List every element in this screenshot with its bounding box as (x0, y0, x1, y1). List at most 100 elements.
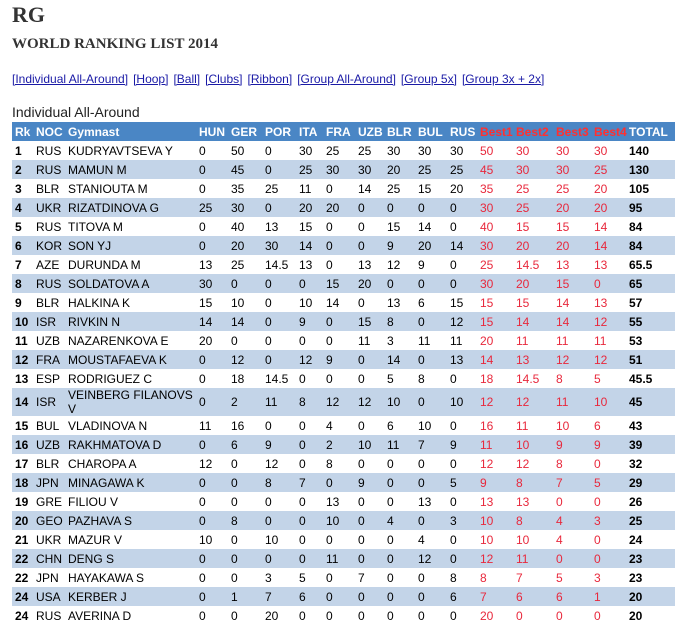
table-cell: 11 (516, 333, 529, 348)
table-cell: 1 (231, 589, 238, 604)
table-cell: 0 (326, 238, 333, 253)
table-cell: 0 (358, 608, 365, 623)
table-cell: 40 (480, 219, 494, 234)
table-cell: 10 (231, 295, 245, 310)
table-cell: 8 (516, 513, 523, 528)
table-cell: 0 (594, 276, 601, 291)
table-cell: 0 (387, 589, 394, 604)
column-header: RUS (447, 122, 477, 141)
table-cell: 0 (358, 295, 365, 310)
table-cell: 0 (199, 608, 206, 623)
table-cell: 25 (516, 200, 530, 215)
table-cell: 0 (450, 532, 457, 547)
table-cell: 0 (231, 494, 238, 509)
table-cell: 6 (516, 589, 523, 604)
table-cell: 10 (326, 513, 340, 528)
table-cell: 0 (450, 551, 457, 566)
table-cell: 2 (15, 162, 22, 177)
table-cell: 65.5 (629, 257, 653, 272)
table-cell: 24 (15, 589, 29, 604)
table-cell: 13 (556, 257, 570, 272)
table-row: 14 ISR VEINBERG FILANOVS V 0 2 11 8 12 12 10 0 10 12… (12, 388, 675, 416)
table-cell: 9 (299, 314, 306, 329)
table-cell: 0 (418, 475, 425, 490)
nav-link[interactable]: [Clubs] (205, 72, 243, 86)
table-cell: GEO (36, 513, 63, 528)
nav-link[interactable]: [Group 3x + 2x] (461, 72, 545, 86)
table-cell: ESP (36, 371, 61, 386)
table-cell: 11 (594, 333, 607, 348)
table-cell: 13 (516, 494, 530, 509)
table-cell: UZB (36, 333, 60, 348)
table-cell: 5 (387, 371, 394, 386)
table-cell: 11 (516, 418, 529, 433)
table-cell: RUS (36, 608, 62, 623)
table-cell: 3 (387, 333, 394, 348)
table-cell: 20 (358, 276, 372, 291)
nav-link[interactable]: [Ball] (173, 72, 201, 86)
table-cell: 4 (556, 532, 563, 547)
table-row: 20 GEO PAZHAVA S 0 8 0 0 10 0 4 0 3 10 8 4 3 25 (12, 511, 675, 530)
table-cell: 25 (480, 257, 494, 272)
table-cell: UZB (36, 437, 60, 452)
table-cell: 7 (418, 437, 425, 452)
table-cell: 0 (231, 551, 238, 566)
table-cell: 14 (326, 295, 340, 310)
table-cell: 30 (358, 162, 372, 177)
table-cell: 13 (594, 257, 608, 272)
table-cell: 0 (358, 532, 365, 547)
table-row: 24 RUS AVERINA D 0 0 20 0 0 0 0 0 0 20 0 0 0 20 (12, 606, 675, 625)
table-cell: 30 (480, 238, 494, 253)
nav-link[interactable]: [Group All-Around] (297, 72, 396, 86)
table-cell: 0 (594, 532, 601, 547)
table-cell: 11 (418, 333, 431, 348)
table-row: 11 UZB NAZARENKOVA E 20 0 0 0 0 11 3 11 11 20 11 11 11 5… (12, 331, 675, 350)
table-cell: 0 (265, 352, 272, 367)
table-cell: CHN (36, 551, 62, 566)
table-cell: 7 (15, 257, 22, 272)
nav-link[interactable]: [Ribbon] (247, 72, 293, 86)
table-cell: 0 (387, 475, 394, 490)
table-cell: 15 (516, 219, 530, 234)
table-cell: 20 (594, 200, 608, 215)
table-cell: 20 (265, 608, 279, 623)
table-cell: 45 (480, 162, 494, 177)
table-cell: 11 (556, 395, 569, 409)
table-cell: SOLDATOVA A (68, 276, 150, 291)
table-cell: 0 (326, 219, 333, 234)
table-cell: 25 (231, 257, 245, 272)
table-cell: 0 (594, 494, 601, 509)
table-cell: 65 (629, 276, 643, 291)
table-row: 7 AZE DURUNDA M 13 25 14.5 13 0 13 12 9 0 25 14.5 13 13… (12, 255, 675, 274)
nav-link[interactable]: [Individual All-Around] (12, 72, 129, 86)
table-cell: 15 (418, 181, 432, 196)
table-cell: SON YJ (68, 238, 112, 253)
nav-link[interactable]: [Group 5x] (400, 72, 457, 86)
table-cell: RUS (36, 143, 62, 158)
table-cell: 4 (326, 418, 333, 433)
table-cell: 0 (231, 333, 238, 348)
table-cell: 39 (629, 437, 643, 452)
table-cell: 9 (450, 437, 457, 452)
table-cell: RUS (36, 162, 62, 177)
table-cell: 25 (450, 162, 464, 177)
table-cell: 4 (556, 513, 563, 528)
table-cell: NAZARENKOVA E (68, 333, 169, 348)
table-cell: 3 (15, 181, 22, 196)
table-cell: 30 (556, 162, 570, 177)
table-cell: 0 (199, 475, 206, 490)
table-cell: 2 (231, 395, 238, 409)
table-cell: 55 (629, 314, 643, 329)
table-cell: 13 (15, 371, 29, 386)
table-cell: 0 (358, 494, 365, 509)
table-cell: HAYAKAWA S (68, 570, 145, 585)
table-cell: 18 (480, 371, 494, 386)
table-cell: 0 (265, 295, 272, 310)
table-cell: 0 (231, 570, 238, 585)
table-cell: 20 (480, 333, 494, 348)
table-cell: 0 (265, 551, 272, 566)
table-cell: 25 (387, 181, 401, 196)
table-cell: HALKINA K (68, 295, 131, 310)
nav-link[interactable]: [Hoop] (133, 72, 169, 86)
table-cell: 19 (15, 494, 29, 509)
